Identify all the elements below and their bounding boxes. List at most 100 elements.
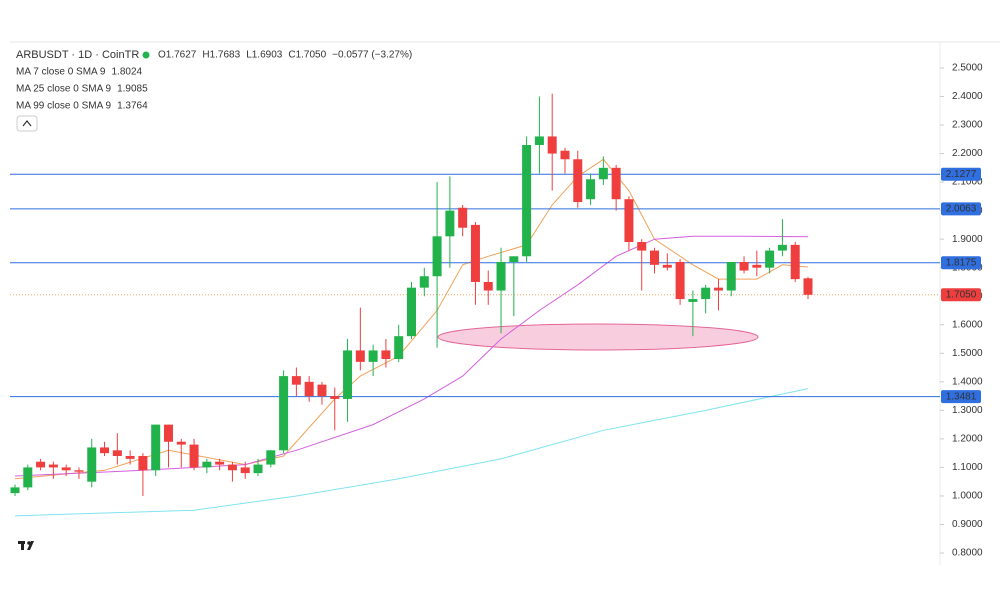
y-tick-label: 1.0000 (952, 491, 983, 502)
y-tick-label: 1.1000 (952, 462, 983, 473)
candle-body (189, 444, 199, 468)
ma-legend-name: MA 7 close 0 SMA 9 (16, 67, 106, 78)
candle-body (496, 261, 506, 291)
candle-body (739, 261, 749, 271)
candle-body (637, 242, 647, 251)
candle-body (432, 236, 442, 277)
ohlc-label: −0.0577 (−3.27%) (332, 50, 412, 61)
y-tick-label: 1.4000 (952, 376, 983, 387)
y-tick-label: 0.8000 (952, 548, 983, 559)
candle-body (765, 250, 775, 268)
candle-body (163, 424, 173, 442)
candle-body (701, 287, 711, 300)
candle-body (74, 470, 84, 472)
collapse-button[interactable] (16, 115, 38, 132)
candle-body (330, 396, 340, 399)
candle-body (125, 456, 135, 459)
y-tick-label: 1.3000 (952, 405, 983, 416)
candle-body (176, 441, 186, 445)
status-dot (142, 51, 150, 59)
candle-body (752, 264, 762, 268)
candle-body (407, 287, 416, 337)
candle-body (483, 281, 493, 291)
symbol-title: ARBUSDT · 1D · CoinTR (16, 49, 139, 61)
candle-body (266, 450, 276, 465)
ohlc-label: L1.6903 (246, 50, 283, 61)
candle-body (304, 381, 314, 397)
candle-body (138, 456, 148, 471)
y-tick-label: 1.9000 (952, 234, 983, 245)
candle-body (675, 261, 685, 300)
y-tick-label: 2.1000 (952, 177, 983, 188)
y-tick-label: 0.9000 (952, 519, 983, 530)
y-tick-label: 2.4000 (952, 91, 983, 102)
candle-body (611, 167, 621, 200)
price-line-label: 1.3481 (946, 391, 977, 402)
y-tick-label: 2.5000 (952, 63, 983, 74)
candle-body (790, 244, 800, 280)
candle-body (547, 136, 557, 154)
price-line-tag (941, 202, 981, 216)
candle-body (560, 150, 570, 160)
candle-body (151, 424, 161, 471)
candle-body (803, 278, 813, 295)
candle-body (662, 264, 672, 268)
candle-body (87, 447, 97, 482)
candle-body (419, 276, 429, 288)
candle-body (598, 167, 608, 180)
candle-body (202, 461, 212, 468)
candle-body (458, 207, 468, 228)
ma-line (14, 388, 809, 517)
price-line-tag (941, 256, 981, 270)
candle-body (23, 467, 33, 488)
ma-line (14, 158, 809, 480)
price-line-tag (941, 167, 981, 181)
logo-part (27, 541, 34, 550)
candle-body (470, 224, 480, 282)
candle-body (522, 145, 532, 257)
price-line-label: 2.0063 (946, 203, 977, 214)
y-tick-label: 1.6000 (952, 319, 983, 330)
candle-body (227, 464, 237, 471)
ohlc-label: O1.7627 (158, 50, 197, 61)
y-tick-label: 1.2000 (952, 434, 983, 445)
candle-body (317, 384, 327, 397)
ma-line (14, 235, 809, 477)
tv-logo (18, 541, 34, 550)
ohlc-label: C1.7050 (288, 50, 326, 61)
candle-body (100, 447, 110, 454)
candle-body (61, 467, 71, 471)
logo-part (21, 541, 24, 550)
y-tick-label: 2.3000 (952, 120, 983, 131)
price-line-label: 2.1277 (946, 169, 977, 180)
last-price-label: 1.7050 (946, 289, 977, 300)
candle-body (48, 464, 58, 468)
candle-body (509, 256, 519, 262)
price-line-label: 1.8175 (946, 257, 977, 268)
candle-body (394, 336, 404, 359)
ma-legend-value: 1.9085 (117, 84, 148, 95)
highlight-ellipse (437, 323, 759, 351)
candle-body (777, 244, 787, 251)
ohlc-label: H1.7683 (202, 50, 240, 61)
candle-body (445, 210, 455, 237)
candle-body (355, 350, 365, 362)
candle-body (650, 250, 660, 265)
ma-legend-name: MA 99 close 0 SMA 9 (16, 101, 111, 112)
candle-body (253, 464, 263, 474)
candle-body (343, 350, 353, 399)
candle-body (368, 350, 378, 362)
candle-body (240, 467, 250, 474)
y-tick-label: 1.5000 (952, 348, 983, 359)
candle-body (713, 287, 723, 291)
candle-body (112, 450, 122, 457)
candle-body (10, 487, 20, 494)
ma-legend-value: 1.3764 (117, 101, 148, 112)
candle-body (381, 350, 391, 359)
y-tick-label: 2.2000 (952, 148, 983, 159)
collapse-icon (22, 120, 32, 127)
candle-body (573, 159, 583, 203)
price-line-tag (941, 390, 981, 404)
